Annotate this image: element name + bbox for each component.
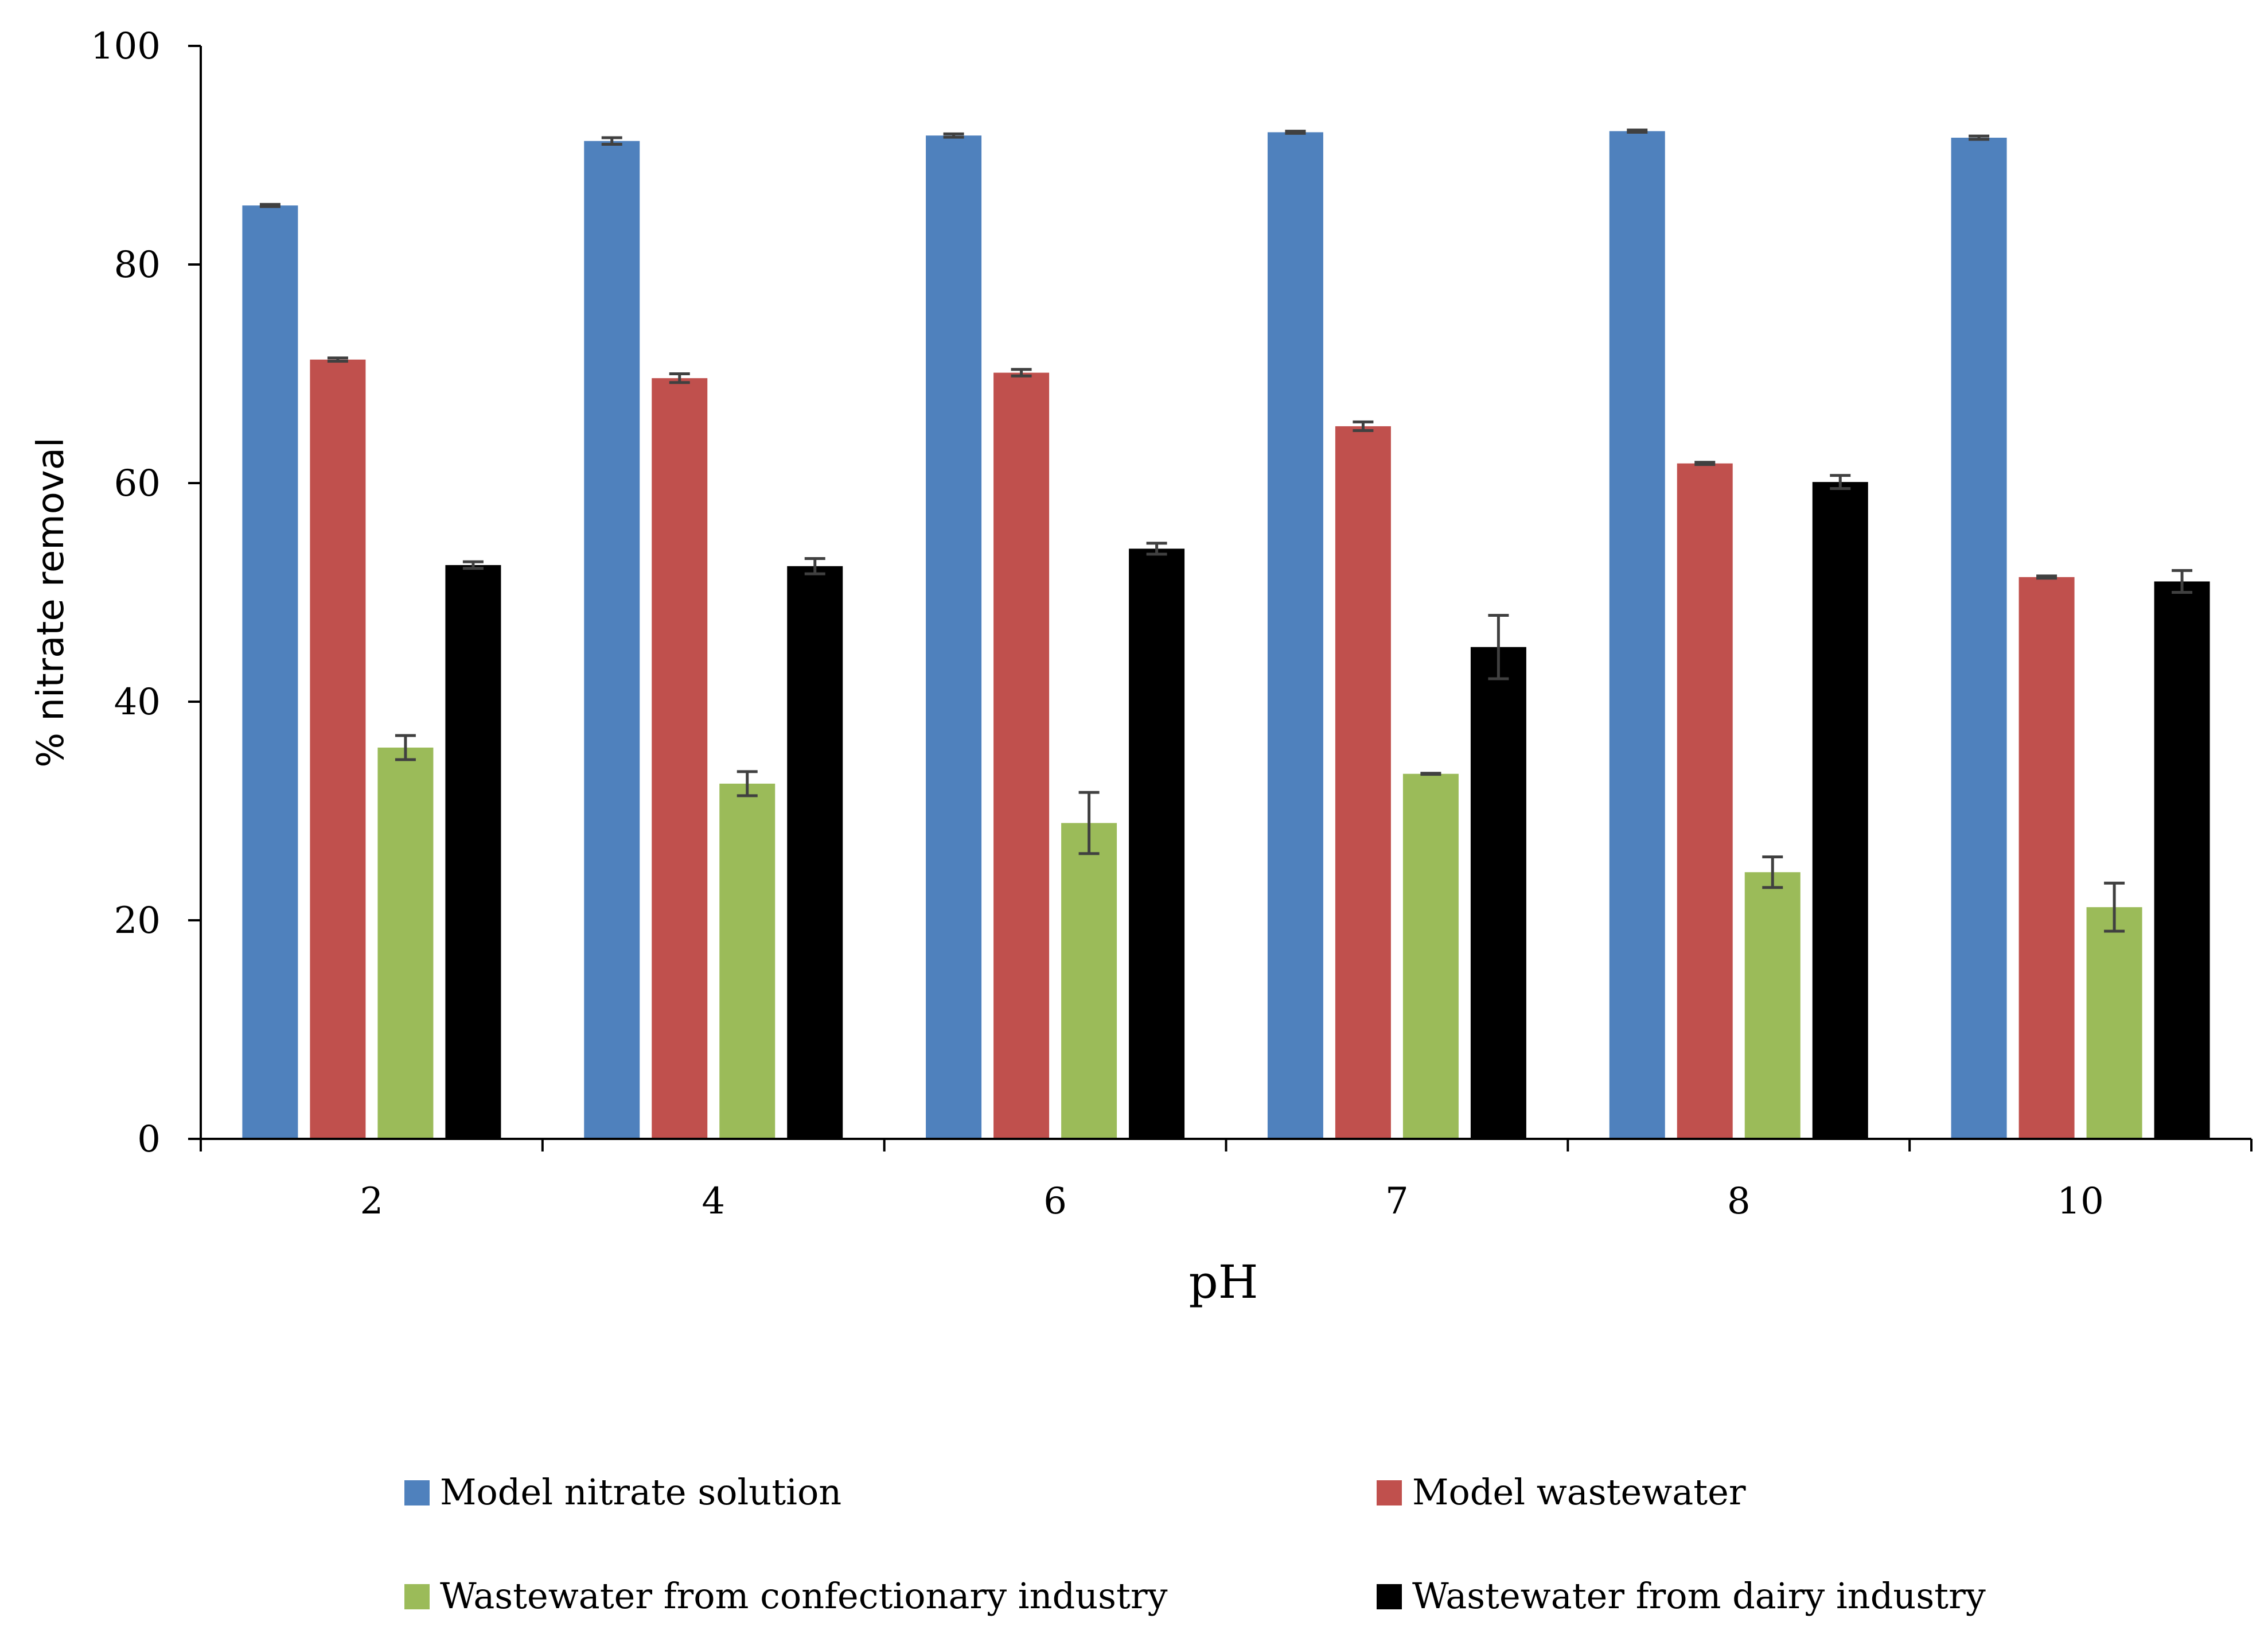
error-bar: [804, 557, 825, 575]
bar: [584, 141, 640, 1139]
error-bar: [1353, 420, 1374, 433]
y-tick-label: 80: [114, 244, 161, 286]
bar: [1744, 872, 1801, 1139]
bar: [787, 566, 843, 1139]
x-tick-label: 4: [702, 1180, 725, 1223]
legend-swatch: [1377, 1480, 1402, 1505]
y-tick-label: 100: [91, 25, 161, 68]
legend: Model nitrate solution Model wastewater Wa…: [404, 1471, 1986, 1617]
error-bar: [395, 734, 416, 761]
bar: [652, 378, 708, 1139]
legend-label: Wastewater from dairy industry: [1412, 1575, 1986, 1617]
error-bars-layer: [259, 129, 2193, 933]
x-axis-title: pH: [1189, 1255, 1258, 1309]
bar: [1609, 131, 1665, 1139]
error-bar: [1078, 791, 1100, 855]
error-bar: [327, 356, 348, 363]
error-bar: [1694, 461, 1716, 466]
error-bar: [1146, 542, 1167, 556]
legend-item: Wastewater from dairy industry: [1377, 1575, 1986, 1617]
bar: [1951, 138, 2007, 1139]
tick-labels-layer: 0 20 40 60 80 100 2 4 6 7 8 10: [91, 25, 2104, 1223]
y-tick-label: 60: [114, 462, 161, 505]
y-tick-label: 40: [114, 681, 161, 723]
error-bar: [1488, 614, 1509, 680]
bar: [2018, 577, 2075, 1139]
legend-label: Model nitrate solution: [440, 1471, 841, 1513]
bar: [1061, 823, 1117, 1139]
error-bar: [2172, 569, 2193, 594]
error-bar: [1627, 129, 1648, 134]
error-bar: [1420, 772, 1441, 776]
bar: [993, 372, 1050, 1139]
bar: [242, 205, 298, 1139]
bar: [377, 748, 434, 1139]
x-tick-label: 8: [1727, 1180, 1751, 1223]
x-tick-label: 7: [1385, 1180, 1409, 1223]
error-bar: [669, 372, 690, 384]
bar: [2154, 581, 2210, 1139]
error-bar: [1762, 855, 1783, 889]
bar: [926, 135, 982, 1139]
x-tick-label: 10: [2057, 1180, 2103, 1223]
error-bar: [1011, 368, 1032, 378]
y-axis-title: % nitrate removal: [30, 437, 72, 768]
error-bar: [2104, 881, 2125, 933]
bar: [719, 783, 776, 1139]
error-bar: [462, 560, 484, 570]
legend-swatch: [1377, 1584, 1402, 1609]
y-tick-label: 20: [114, 900, 161, 942]
bar: [1470, 647, 1526, 1139]
bar: [1812, 482, 1868, 1139]
legend-label: Wastewater from confectionary industry: [440, 1575, 1168, 1617]
bars-layer: [242, 131, 2210, 1139]
legend-item: Model nitrate solution: [404, 1471, 841, 1513]
bar: [1335, 426, 1391, 1139]
error-bar: [1285, 130, 1306, 135]
error-bar: [259, 203, 280, 208]
error-bar: [1830, 474, 1851, 491]
error-bar: [943, 132, 964, 139]
axes-layer: [188, 45, 2253, 1151]
error-bar: [736, 770, 758, 798]
bar: [2086, 907, 2142, 1139]
legend-swatch: [404, 1584, 430, 1609]
error-bar: [2036, 574, 2057, 580]
legend-item: Model wastewater: [1377, 1471, 1746, 1513]
legend-item: Wastewater from confectionary industry: [404, 1575, 1168, 1617]
bar: [1129, 548, 1185, 1139]
bar: [1267, 132, 1323, 1139]
bar: [1677, 463, 1733, 1139]
error-bar: [601, 136, 622, 146]
legend-swatch: [404, 1480, 430, 1505]
bar: [310, 359, 366, 1139]
y-tick-label: 0: [137, 1118, 161, 1161]
legend-label: Model wastewater: [1412, 1471, 1746, 1513]
bar: [445, 565, 501, 1139]
bar: [1402, 773, 1459, 1139]
x-tick-label: 2: [360, 1180, 384, 1223]
error-bar: [1969, 134, 1990, 141]
x-tick-label: 6: [1043, 1180, 1067, 1223]
